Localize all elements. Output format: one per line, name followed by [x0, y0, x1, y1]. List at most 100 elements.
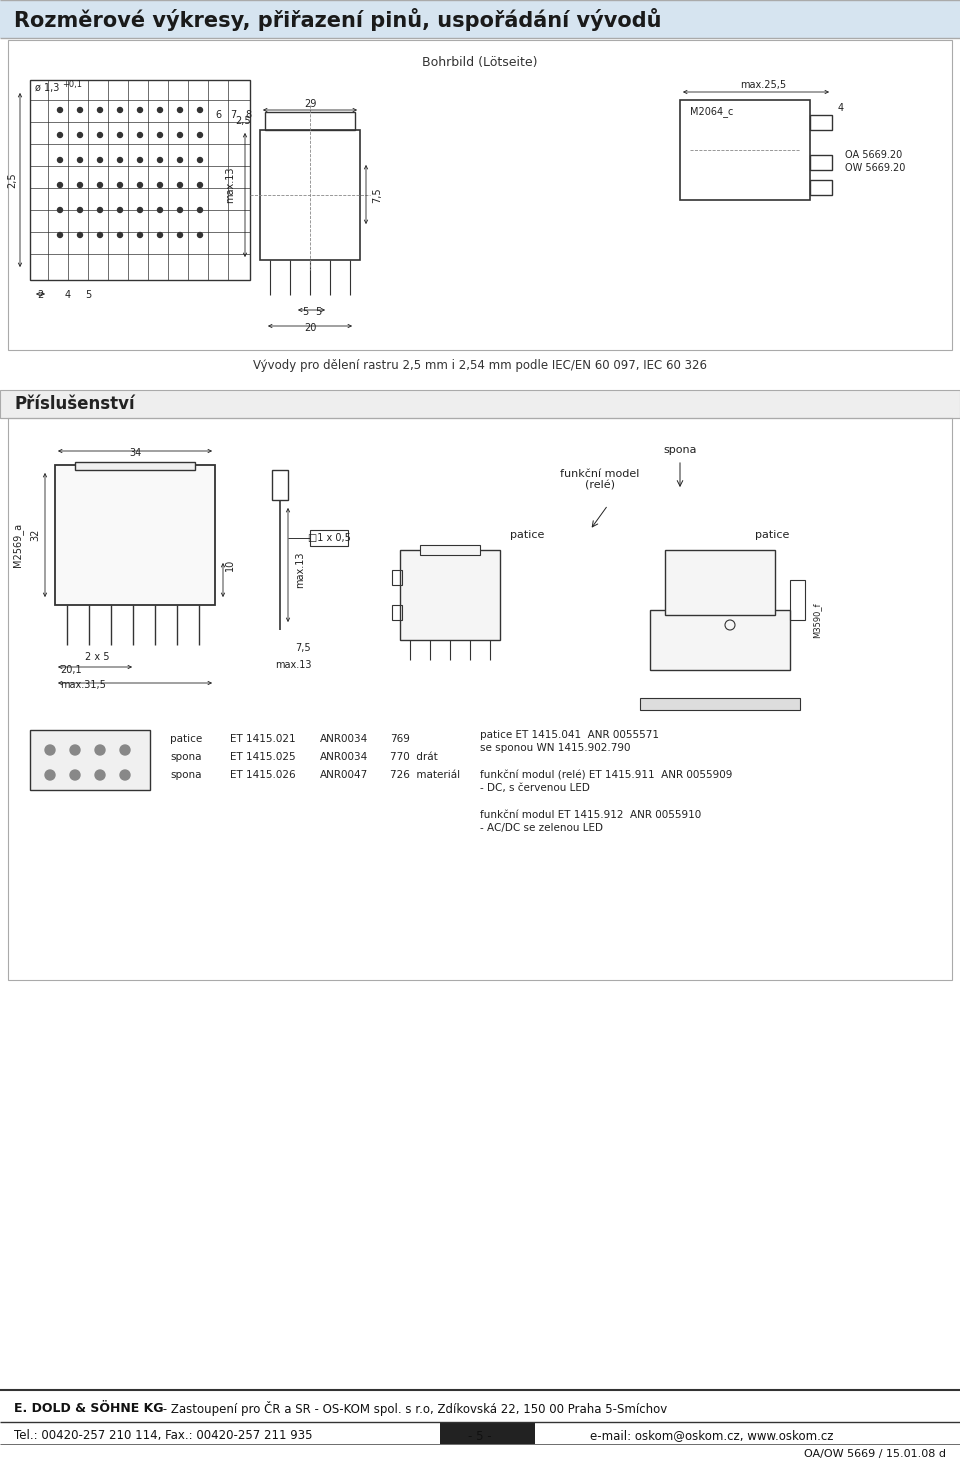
Text: ANR0034: ANR0034 [320, 734, 369, 744]
Circle shape [198, 132, 203, 137]
Text: 5: 5 [315, 307, 322, 316]
Text: spona: spona [663, 446, 697, 455]
Circle shape [58, 207, 62, 212]
Bar [8, 40, 952, 350]
Text: 4: 4 [838, 103, 844, 113]
Text: 2,5: 2,5 [7, 172, 17, 188]
Bar [310, 530, 348, 546]
Text: max.13: max.13 [295, 552, 305, 588]
Bar [55, 465, 215, 605]
Text: spona: spona [170, 769, 202, 780]
Text: M2569_a: M2569_a [12, 522, 23, 566]
Bar [30, 730, 150, 790]
Circle shape [117, 107, 123, 112]
Circle shape [78, 207, 83, 212]
Bar [272, 471, 288, 500]
Circle shape [95, 769, 105, 780]
Text: spona: spona [170, 752, 202, 762]
Circle shape [78, 132, 83, 137]
Text: funkční modul ET 1415.912  ANR 0055910: funkční modul ET 1415.912 ANR 0055910 [480, 811, 701, 819]
Bar [440, 1422, 535, 1445]
Text: Tel.: 00420-257 210 114, Fax.: 00420-257 211 935: Tel.: 00420-257 210 114, Fax.: 00420-257… [14, 1430, 313, 1443]
Text: 6: 6 [215, 110, 221, 121]
Text: OA/OW 5669 / 15.01.08 d: OA/OW 5669 / 15.01.08 d [804, 1449, 946, 1459]
Text: 32: 32 [30, 528, 40, 541]
Bar [810, 154, 832, 171]
Text: E. DOLD & SÖHNE KG: E. DOLD & SÖHNE KG [14, 1402, 163, 1415]
Circle shape [120, 769, 130, 780]
Bar [650, 610, 790, 669]
Circle shape [98, 207, 103, 212]
Circle shape [58, 107, 62, 112]
Bar [810, 179, 832, 196]
Circle shape [98, 132, 103, 137]
Circle shape [137, 182, 142, 187]
Text: - DC, s červenou LED: - DC, s červenou LED [480, 783, 589, 793]
Text: OA 5669.20: OA 5669.20 [845, 150, 902, 160]
Text: funkční model
(relé): funkční model (relé) [561, 469, 639, 491]
Text: 7,5: 7,5 [372, 187, 382, 203]
Circle shape [117, 132, 123, 137]
Text: 5: 5 [84, 290, 91, 300]
Circle shape [58, 182, 62, 187]
Text: M2064_c: M2064_c [690, 106, 733, 118]
Text: max.31,5: max.31,5 [60, 680, 106, 690]
Text: ANR0034: ANR0034 [320, 752, 369, 762]
Circle shape [78, 232, 83, 237]
Circle shape [178, 232, 182, 237]
Circle shape [198, 157, 203, 162]
Text: patice: patice [755, 530, 789, 540]
Bar [0, 0, 960, 38]
Circle shape [45, 744, 55, 755]
Circle shape [117, 207, 123, 212]
Circle shape [98, 232, 103, 237]
Circle shape [157, 232, 162, 237]
Bar [0, 390, 960, 418]
Text: 20,1: 20,1 [60, 665, 82, 675]
Text: se sponou WN 1415.902.790: se sponou WN 1415.902.790 [480, 743, 631, 753]
Bar [392, 605, 402, 619]
Text: - AC/DC se zelenou LED: - AC/DC se zelenou LED [480, 822, 603, 833]
Circle shape [198, 207, 203, 212]
Circle shape [137, 232, 142, 237]
Text: funkční modul (relé) ET 1415.911  ANR 0055909: funkční modul (relé) ET 1415.911 ANR 005… [480, 769, 732, 780]
Bar [30, 79, 250, 279]
Text: 34: 34 [129, 449, 141, 457]
Bar [392, 569, 402, 585]
Circle shape [120, 744, 130, 755]
Bar [265, 112, 355, 129]
Bar [680, 100, 810, 200]
Circle shape [58, 232, 62, 237]
Bar [8, 418, 952, 980]
Text: - Zastoupení pro ČR a SR - OS-KOM spol. s r.o, Zdíkovská 22, 150 00 Praha 5-Smíc: - Zastoupení pro ČR a SR - OS-KOM spol. … [159, 1400, 667, 1415]
Circle shape [70, 744, 80, 755]
Text: +0,1: +0,1 [62, 79, 82, 88]
Bar [75, 462, 195, 471]
Text: patice: patice [510, 530, 544, 540]
Text: Bohrbild (Lötseite): Bohrbild (Lötseite) [422, 56, 538, 69]
Text: 769: 769 [390, 734, 410, 744]
Bar [810, 115, 832, 129]
Text: 726  materiál: 726 materiál [390, 769, 460, 780]
Circle shape [157, 107, 162, 112]
Text: 4: 4 [65, 290, 71, 300]
Bar [260, 129, 360, 260]
Circle shape [178, 182, 182, 187]
Text: 20: 20 [303, 324, 316, 332]
Circle shape [157, 132, 162, 137]
Circle shape [78, 182, 83, 187]
Circle shape [178, 107, 182, 112]
Circle shape [178, 157, 182, 162]
Text: Příslušenství: Příslušenství [14, 396, 134, 413]
Circle shape [78, 107, 83, 112]
Text: max.13: max.13 [275, 660, 311, 669]
Circle shape [70, 769, 80, 780]
Text: - 5 -: - 5 - [468, 1430, 492, 1443]
Circle shape [98, 157, 103, 162]
Text: 2 x 5: 2 x 5 [85, 652, 109, 662]
Circle shape [117, 182, 123, 187]
Text: M3590_f: M3590_f [812, 602, 821, 638]
Text: □1 x 0,5: □1 x 0,5 [307, 533, 350, 543]
Bar [790, 580, 805, 619]
Circle shape [137, 132, 142, 137]
